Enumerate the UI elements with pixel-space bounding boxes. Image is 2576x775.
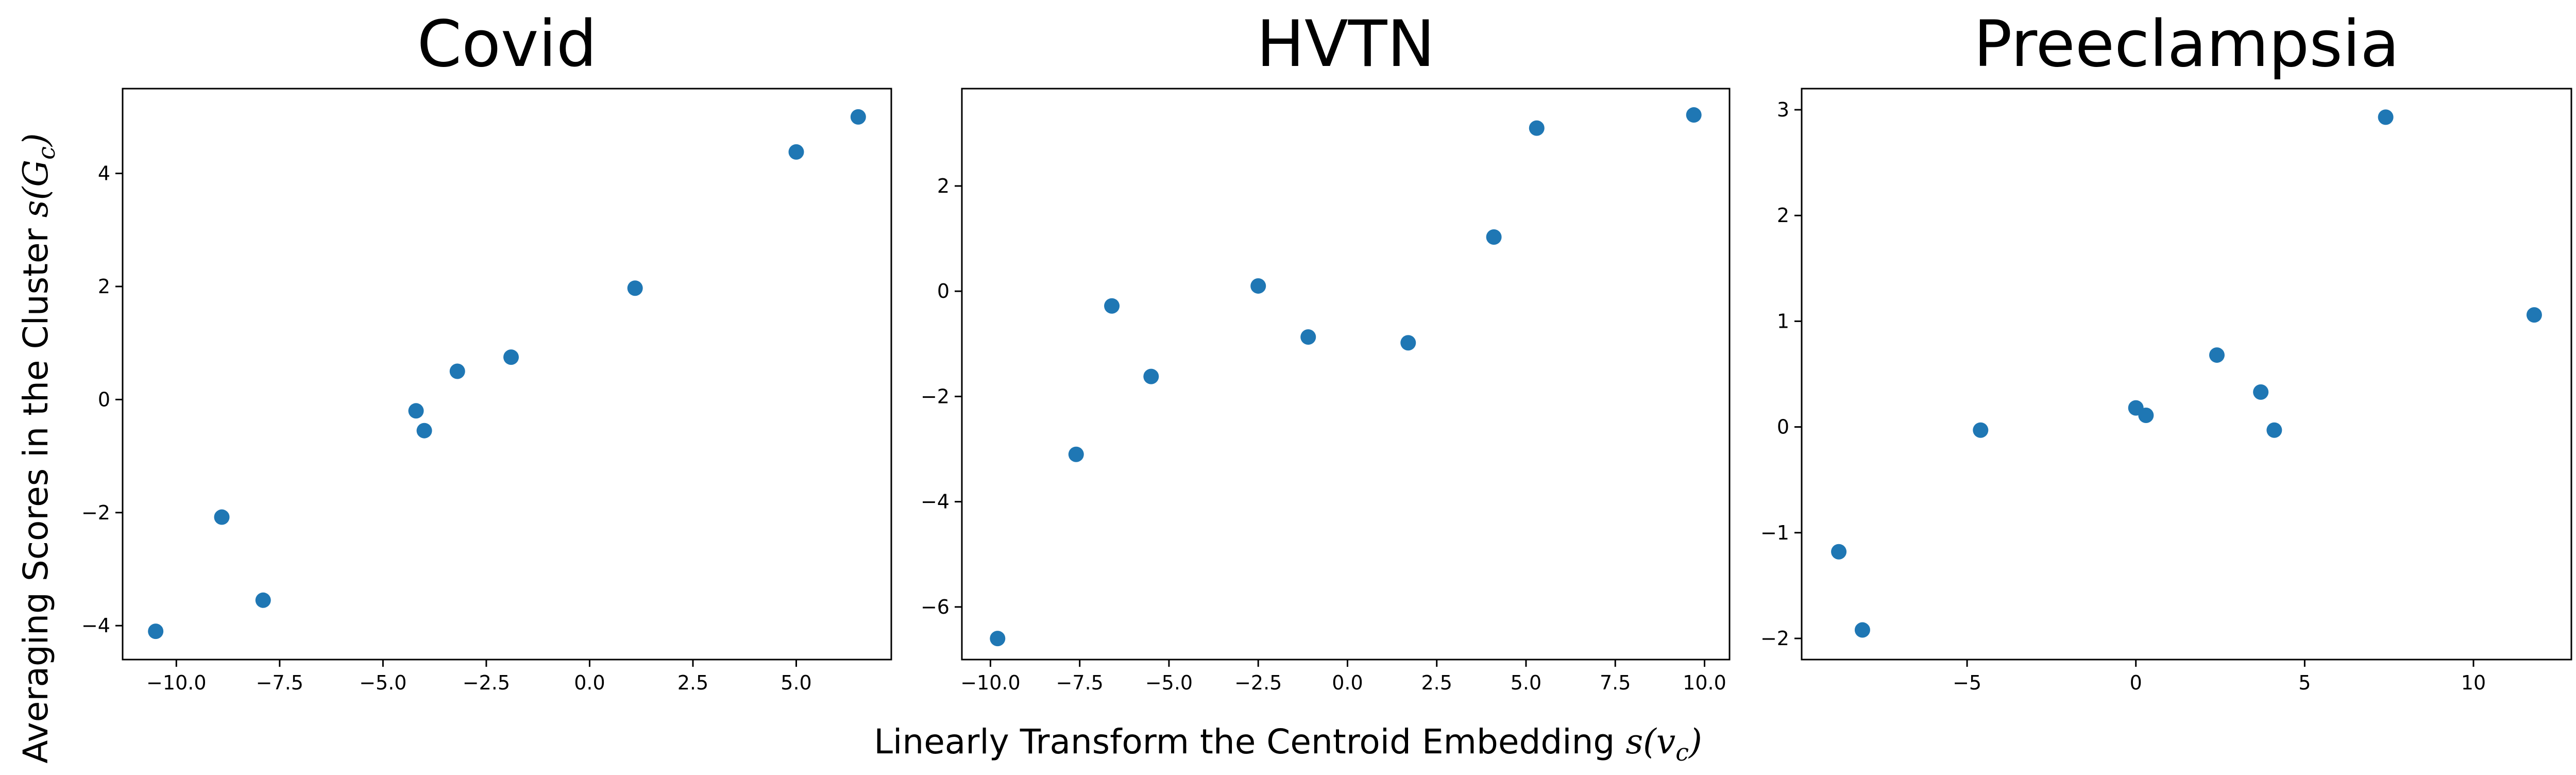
y-tick-label: 0 xyxy=(98,388,110,411)
y-tick-label: 2 xyxy=(98,275,110,298)
y-axis-label-close: ) xyxy=(16,133,56,147)
data-point xyxy=(408,403,424,419)
x-tick-label: 0 xyxy=(2130,671,2142,694)
data-point xyxy=(416,423,432,439)
panel-title-covid: Covid xyxy=(417,7,597,81)
y-tick-label: 2 xyxy=(1777,204,1789,227)
x-tick-label: 5.0 xyxy=(781,671,811,694)
y-axis-label-subscript: c xyxy=(32,146,60,160)
data-point xyxy=(1486,229,1502,245)
y-axis-label: Averaging Scores in the Cluster s(Gc) xyxy=(16,133,60,763)
data-point xyxy=(2253,384,2269,400)
y-tick-label: 0 xyxy=(937,280,950,302)
data-point xyxy=(1529,120,1545,136)
x-tick-label: 5 xyxy=(2298,671,2311,694)
x-axis-label-text: Linearly Transform the Centroid Embeddin… xyxy=(874,722,1625,762)
y-tick-label: −2 xyxy=(81,501,110,524)
data-point xyxy=(1068,446,1084,462)
data-point xyxy=(2266,422,2282,438)
x-axis-label-subscript: c xyxy=(1675,738,1689,766)
x-tick-label: −10.0 xyxy=(960,671,1020,694)
y-tick-label: −6 xyxy=(921,596,950,618)
x-tick-label: 10 xyxy=(2461,671,2486,694)
x-tick-label: −5.0 xyxy=(1145,671,1193,694)
data-point xyxy=(2209,347,2225,363)
panel-preeclampsia: Preeclampsia −5 0 5 10 −2 −1 0 1 2 3 xyxy=(1760,7,2572,694)
x-tick-label: −2.5 xyxy=(1234,671,1282,694)
data-point xyxy=(1973,422,1989,438)
y-axis-label-text: Averaging Scores in the Cluster xyxy=(16,217,56,763)
data-point xyxy=(255,592,271,608)
x-axis-label-math: s(v xyxy=(1625,722,1675,762)
x-axis-label: Linearly Transform the Centroid Embeddin… xyxy=(874,722,1702,766)
y-tick-label: 3 xyxy=(1777,98,1789,121)
y-tick-label: −2 xyxy=(1760,627,1789,650)
data-point xyxy=(788,144,804,160)
data-point xyxy=(850,109,866,125)
panel-covid: Covid −10.0 −7.5 −5.0 −2.5 0.0 2.5 5.0 −4 −2 0 2 4 xyxy=(81,7,892,694)
x-tick-label: −10.0 xyxy=(146,671,206,694)
plot-frame-preeclampsia xyxy=(1801,88,2572,661)
panel-title-hvtn: HVTN xyxy=(1257,7,1435,81)
x-tick-label: −7.5 xyxy=(1056,671,1104,694)
y-tick-label: 1 xyxy=(1777,310,1789,332)
data-point xyxy=(1300,329,1316,345)
data-point xyxy=(1854,622,1870,638)
y-tick-label: −4 xyxy=(81,614,110,637)
data-point xyxy=(1250,278,1266,294)
data-point xyxy=(449,363,465,379)
x-tick-label: −7.5 xyxy=(256,671,303,694)
data-point xyxy=(1831,544,1847,560)
data-point xyxy=(1400,335,1416,351)
data-point xyxy=(990,631,1006,647)
x-tick-label: 0.0 xyxy=(574,671,605,694)
x-tick-label: 2.5 xyxy=(677,671,708,694)
x-tick-label: 7.5 xyxy=(1600,671,1631,694)
y-axis-label-math: s(G xyxy=(16,160,56,217)
x-axis-label-close: ) xyxy=(1688,722,1702,762)
panel-hvtn: HVTN −10.0 −7.5 −5.0 −2.5 0.0 2.5 5.0 7.5 10.0 −6 −… xyxy=(921,7,1731,694)
y-tick-label: 0 xyxy=(1777,416,1789,439)
x-tick-label: 5.0 xyxy=(1511,671,1541,694)
x-tick-label: −5.0 xyxy=(359,671,406,694)
plot-frame-covid xyxy=(122,88,892,661)
data-point xyxy=(2526,307,2542,323)
data-point xyxy=(2138,408,2154,424)
data-point xyxy=(627,280,643,296)
y-tick-label: −1 xyxy=(1760,521,1789,544)
data-point xyxy=(1686,107,1702,123)
y-tick-label: −2 xyxy=(921,385,950,408)
y-tick-label: 4 xyxy=(98,162,110,185)
panel-title-preeclampsia: Preeclampsia xyxy=(1974,7,2400,81)
y-tick-label: 2 xyxy=(937,175,950,197)
plot-frame-hvtn xyxy=(961,88,1731,661)
y-tick-label: −4 xyxy=(921,491,950,513)
x-tick-label: −5 xyxy=(1953,671,1981,694)
data-point xyxy=(1143,368,1159,384)
data-point xyxy=(2378,109,2394,125)
x-tick-label: 2.5 xyxy=(1421,671,1452,694)
data-point xyxy=(1104,298,1120,314)
x-tick-label: −2.5 xyxy=(463,671,510,694)
x-tick-label: 0.0 xyxy=(1332,671,1363,694)
data-point xyxy=(148,624,164,639)
data-point xyxy=(503,349,519,365)
x-tick-label: 10.0 xyxy=(1683,671,1726,694)
data-point xyxy=(214,509,230,525)
